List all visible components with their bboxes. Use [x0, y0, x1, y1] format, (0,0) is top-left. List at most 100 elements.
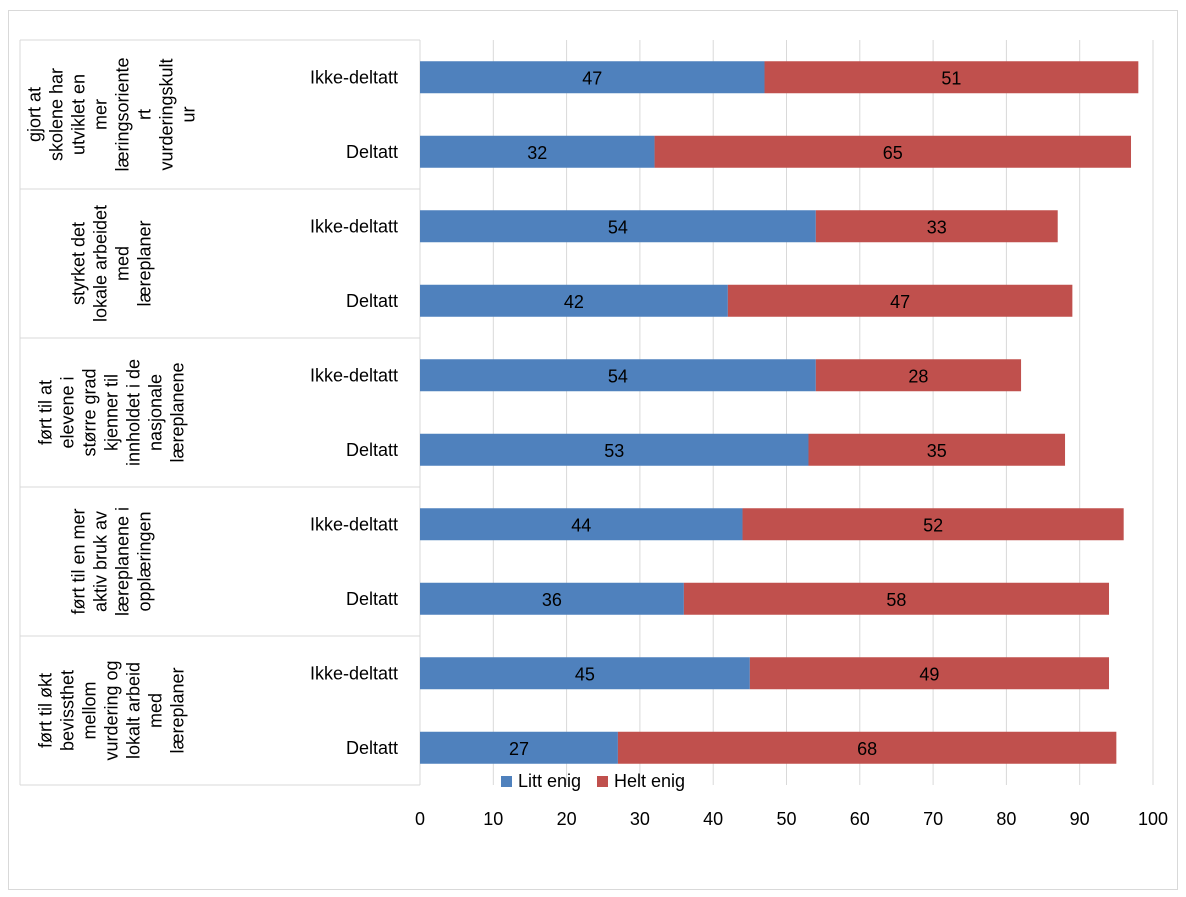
- legend-swatch-litt-enig: [500, 776, 512, 787]
- bar-litt-enig: [420, 433, 809, 466]
- group-label-line: ført til økt: [36, 673, 56, 748]
- data-label: 27: [509, 739, 529, 759]
- data-label: 58: [886, 590, 906, 610]
- x-tick-label: 40: [703, 809, 723, 829]
- bar-litt-enig: [420, 135, 655, 168]
- group-label-line: ført til en mer: [69, 508, 89, 614]
- category-label: Ikke-deltatt: [310, 663, 398, 683]
- group-label-line: ur: [179, 106, 199, 122]
- x-tick-label: 80: [996, 809, 1016, 829]
- data-label: 33: [927, 217, 947, 237]
- group-label: ført til en mer aktiv bruk av læreplanene …: [69, 507, 155, 616]
- group-label-line: med: [113, 246, 133, 281]
- group-label-line: skolene har: [47, 68, 67, 161]
- x-tick-label: 30: [630, 809, 650, 829]
- group-label-line: styrket det: [69, 222, 89, 305]
- category-label: Ikke-deltatt: [310, 216, 398, 236]
- group-label-line: innholdet i de: [124, 359, 144, 466]
- legend: Litt enig Helt enig: [0, 771, 1186, 792]
- x-tick-label: 10: [483, 809, 503, 829]
- category-label: Ikke-deltatt: [310, 514, 398, 534]
- data-label: 44: [571, 515, 591, 535]
- data-label: 54: [608, 366, 628, 386]
- group-label-line: læringsoriente: [113, 57, 133, 171]
- group-label: ført til økt bevissthet mellom vurdering og…: [36, 660, 188, 760]
- data-label: 52: [923, 515, 943, 535]
- data-label: 65: [883, 143, 903, 163]
- x-tick-label: 50: [776, 809, 796, 829]
- bar-litt-enig: [420, 731, 618, 764]
- group-label-line: læreplanene: [168, 362, 188, 462]
- data-label: 45: [575, 664, 595, 684]
- legend-swatch-helt-enig: [597, 776, 608, 787]
- group-label-line: ført til at: [36, 380, 56, 445]
- group-label-line: bevissthet: [58, 670, 78, 751]
- group-label-line: mer: [91, 99, 111, 130]
- x-tick-label: 100: [1138, 809, 1168, 829]
- legend-label-litt-enig: Litt enig: [517, 771, 581, 791]
- group-label-line: gjort at: [25, 87, 45, 142]
- group-label-line: læreplaner: [168, 667, 188, 753]
- bar-litt-enig: [420, 359, 816, 392]
- group-label: styrket det lokale arbeidet med læreplaner: [69, 205, 155, 322]
- group-label-line: utviklet en: [69, 74, 89, 155]
- bar-helt-enig: [815, 359, 1022, 392]
- group-label-line: rt: [135, 109, 155, 120]
- group-label-line: opplæringen: [135, 511, 155, 611]
- bar-helt-enig: [749, 657, 1110, 690]
- bar-litt-enig: [420, 508, 743, 541]
- group-label-line: lokale arbeidet: [91, 205, 111, 322]
- legend-label-helt-enig: Helt enig: [614, 771, 686, 791]
- bar-helt-enig: [764, 61, 1139, 94]
- bar-helt-enig: [683, 582, 1110, 615]
- group-label-line: større grad: [80, 368, 100, 456]
- group-label-line: læreplaner: [135, 220, 155, 306]
- x-tick-label: 0: [415, 809, 425, 829]
- data-label: 47: [582, 68, 602, 88]
- x-tick-label: 60: [850, 809, 870, 829]
- x-tick-label: 90: [1070, 809, 1090, 829]
- bar-helt-enig: [654, 135, 1132, 168]
- group-label-line: læreplanene i: [113, 507, 133, 616]
- group-label-line: mellom: [80, 681, 100, 739]
- category-label: Ikke-deltatt: [310, 365, 398, 385]
- category-label: Ikke-deltatt: [310, 67, 398, 87]
- group-label-line: vurdering og: [102, 660, 122, 760]
- data-label: 51: [941, 68, 961, 88]
- group-label-line: aktiv bruk av: [91, 511, 111, 612]
- x-tick-label: 20: [557, 809, 577, 829]
- bar-helt-enig: [727, 284, 1073, 317]
- bar-helt-enig: [815, 210, 1058, 243]
- chart-frame: [8, 10, 1178, 890]
- category-label: Deltatt: [346, 291, 398, 311]
- group-label-line: elevene i: [58, 376, 78, 448]
- legend-item-helt-enig: Helt enig: [597, 771, 685, 792]
- group-label: gjort at skolene har utviklet en mer lærings…: [25, 57, 199, 171]
- group-label-line: kjenner til: [102, 374, 122, 451]
- bar-helt-enig: [617, 731, 1117, 764]
- category-label: Deltatt: [346, 589, 398, 609]
- data-label: 42: [564, 292, 584, 312]
- x-tick-label: 70: [923, 809, 943, 829]
- data-label: 28: [908, 366, 928, 386]
- bar-litt-enig: [420, 284, 728, 317]
- bar-litt-enig: [420, 657, 750, 690]
- bar-helt-enig: [742, 508, 1124, 541]
- legend-item-litt-enig: Litt enig: [500, 771, 581, 792]
- bar-helt-enig: [808, 433, 1066, 466]
- data-label: 68: [857, 739, 877, 759]
- group-label-line: lokalt arbeid: [124, 662, 144, 759]
- category-label: Deltatt: [346, 738, 398, 758]
- group-label: ført til at elevene i større grad kjenner t…: [36, 359, 188, 466]
- group-label-line: vurderingskult: [157, 58, 177, 170]
- data-label: 49: [919, 664, 939, 684]
- data-label: 53: [604, 441, 624, 461]
- bar-litt-enig: [420, 61, 765, 94]
- bar-litt-enig: [420, 582, 684, 615]
- category-label: Deltatt: [346, 440, 398, 460]
- data-label: 35: [927, 441, 947, 461]
- category-label: Deltatt: [346, 142, 398, 162]
- bar-litt-enig: [420, 210, 816, 243]
- data-label: 36: [542, 590, 562, 610]
- group-label-line: med: [146, 693, 166, 728]
